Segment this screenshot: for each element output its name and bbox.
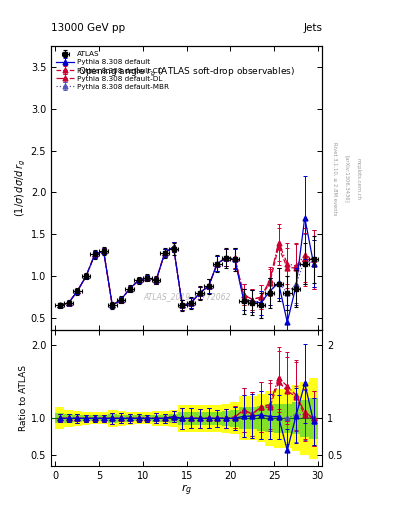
Y-axis label: Ratio to ATLAS: Ratio to ATLAS bbox=[19, 365, 28, 431]
Text: Opening angle $r_g$ (ATLAS soft-drop observables): Opening angle $r_g$ (ATLAS soft-drop obs… bbox=[78, 66, 295, 79]
Y-axis label: $(1/\sigma)\,d\sigma/d\,r_g$: $(1/\sigma)\,d\sigma/d\,r_g$ bbox=[13, 159, 28, 218]
Text: mcplots.cern.ch: mcplots.cern.ch bbox=[356, 158, 361, 200]
Text: ATLAS_2019_I1772062: ATLAS_2019_I1772062 bbox=[143, 292, 230, 301]
Legend: ATLAS, Pythia 8.308 default, Pythia 8.308 default-CD, Pythia 8.308 default-DL, P: ATLAS, Pythia 8.308 default, Pythia 8.30… bbox=[55, 50, 171, 91]
Text: Rivet 3.1.10, ≥ 2.8M events: Rivet 3.1.10, ≥ 2.8M events bbox=[332, 142, 337, 216]
Text: 13000 GeV pp: 13000 GeV pp bbox=[51, 23, 125, 33]
X-axis label: $r_g$: $r_g$ bbox=[181, 482, 192, 498]
Text: [arXiv:1306.3436]: [arXiv:1306.3436] bbox=[344, 155, 349, 203]
Text: Jets: Jets bbox=[303, 23, 322, 33]
